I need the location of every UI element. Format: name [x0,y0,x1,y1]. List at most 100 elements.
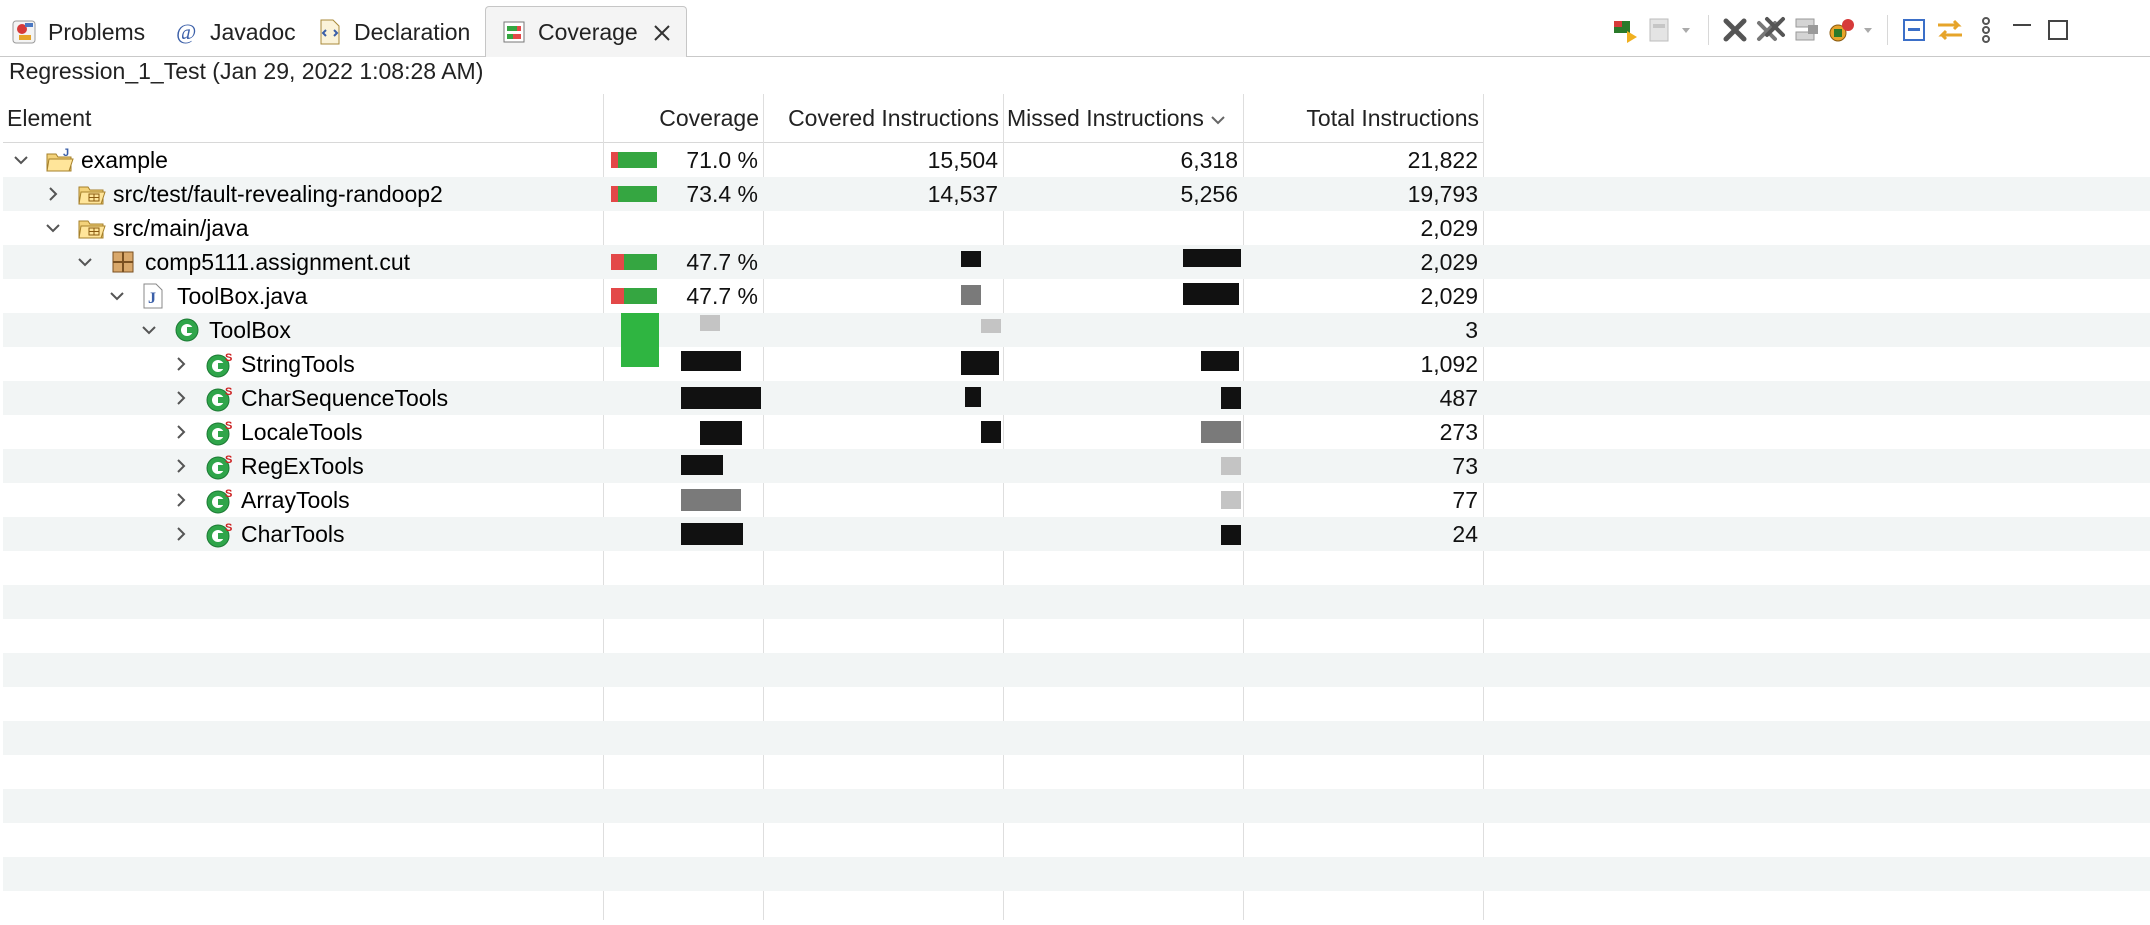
collapse-chevron-icon[interactable] [45,220,61,236]
view-menu-icon[interactable] [1968,12,2004,48]
column-header-total-instructions[interactable]: Total Instructions [1306,104,1479,131]
covered-instructions-cell: 15,504 [927,146,998,173]
element-label: comp5111.assignment.cut [145,248,411,275]
total-instructions-cell: 77 [1452,486,1478,513]
column-header-element[interactable]: Element [7,104,92,131]
table-row[interactable]: src/main/java 2,029 [3,211,2150,245]
svg-text:S: S [225,420,232,432]
table-row[interactable]: src/test/fault-revealing-randoop2 73.4 % 1… [3,177,2150,211]
element-label: ToolBox [209,316,291,343]
covered-instructions-cell [763,211,1003,245]
close-tab-icon[interactable] [652,22,672,42]
expand-chevron-icon[interactable] [173,458,189,474]
svg-text:J: J [63,147,69,159]
empty-row [3,789,2150,823]
link-with-editor-icon[interactable] [1932,12,1968,48]
missed-instructions-cell [1003,517,1243,551]
relaunch-coverage-icon[interactable] [1608,12,1644,48]
covered-instructions-cell: 14,537 [927,180,998,207]
table-row[interactable]: S LocaleTools 273 [3,415,2150,449]
import-coverage-icon[interactable] [1825,12,1879,48]
merge-sessions-icon[interactable] [1789,12,1825,48]
redacted-block [621,313,659,347]
element-label: RegExTools [241,452,364,479]
column-header-coverage[interactable]: Coverage [659,104,759,131]
table-row[interactable]: comp5111.assignment.cut 47.7 % 2,029 [3,245,2150,279]
column-header-covered-instructions[interactable]: Covered Instructions [788,104,999,131]
tab-javadoc[interactable]: @ Javadoc [172,8,296,56]
expand-chevron-icon[interactable] [173,526,189,542]
tab-declaration[interactable]: Declaration [316,8,470,56]
element-label: LocaleTools [241,418,363,445]
remove-session-icon[interactable] [1717,12,1753,48]
redacted-block [961,351,999,375]
table-row[interactable]: S CharTools 24 [3,517,2150,551]
collapse-chevron-icon[interactable] [141,322,157,338]
redacted-block [1221,491,1241,509]
collapse-all-icon[interactable] [1896,12,1932,48]
total-instructions-cell: 19,793 [1407,180,1478,207]
coverage-session-label: Regression_1_Test (Jan 29, 2022 1:08:28 … [9,58,484,84]
sort-descending-icon [1210,105,1226,132]
toolbar-separator [1708,15,1709,45]
select-session-dropdown-icon[interactable] [1644,12,1700,48]
view-tab-bar: Problems @ Javadoc Declaration [0,0,2150,57]
element-label: CharTools [241,520,345,547]
collapse-chevron-icon[interactable] [109,288,125,304]
redacted-block [981,421,1001,443]
expand-chevron-icon[interactable] [173,356,189,372]
static-class-icon: S [205,486,233,514]
missed-instructions-cell [1003,313,1243,347]
total-instructions-cell: 487 [1439,384,1478,411]
empty-row [3,721,2150,755]
empty-row [3,687,2150,721]
column-divider [1003,94,1004,920]
collapse-chevron-icon[interactable] [77,254,93,270]
empty-row [3,823,2150,857]
table-row[interactable]: S CharSequenceTools 487 [3,381,2150,415]
redacted-block [961,251,981,267]
collapse-chevron-icon[interactable] [13,152,29,168]
element-label: ArrayTools [241,486,350,513]
static-class-icon: S [205,452,233,480]
table-row[interactable]: ToolBox 3 [3,313,2150,347]
class-icon [173,316,201,344]
tab-coverage[interactable]: Coverage [485,6,687,57]
total-instructions-cell: 3 [1465,316,1478,343]
coverage-table[interactable]: Element Coverage Covered Instructions Mi… [3,94,2150,920]
expand-chevron-icon[interactable] [45,186,61,202]
table-row[interactable]: S RegExTools 73 [3,449,2150,483]
remove-all-sessions-icon[interactable] [1753,12,1789,48]
java-file-icon: J [141,282,169,310]
source-folder-icon [77,180,106,208]
coverage-bar-covered [618,152,657,168]
table-row[interactable]: J ToolBox.java 47.7 % 2,029 [3,279,2150,313]
redacted-block [681,455,723,475]
maximize-icon[interactable] [2040,12,2076,48]
coverage-bar-missed [611,186,618,202]
minimize-icon[interactable] [2004,12,2040,48]
column-divider [1483,94,1484,920]
table-header: Element Coverage Covered Instructions Mi… [3,94,1483,143]
missed-instructions-cell [1003,211,1243,245]
covered-instructions-cell [763,415,1003,449]
column-header-missed-instructions[interactable]: Missed Instructions [1003,94,1243,142]
svg-text:S: S [225,454,232,466]
redacted-block [965,387,981,407]
tab-problems[interactable]: Problems [10,8,145,56]
element-label: src/main/java [113,214,249,241]
coverage-bar [611,288,657,304]
coverage-bar-covered [624,254,657,270]
expand-chevron-icon[interactable] [173,424,189,440]
table-row[interactable]: S ArrayTools 77 [3,483,2150,517]
svg-text:J: J [148,290,156,307]
column-divider [763,94,764,920]
javadoc-icon: @ [172,18,200,46]
problems-icon [10,18,38,46]
table-row[interactable]: S StringTools 1,092 [3,347,2150,381]
expand-chevron-icon[interactable] [173,390,189,406]
expand-chevron-icon[interactable] [173,492,189,508]
redacted-block [1221,525,1241,545]
